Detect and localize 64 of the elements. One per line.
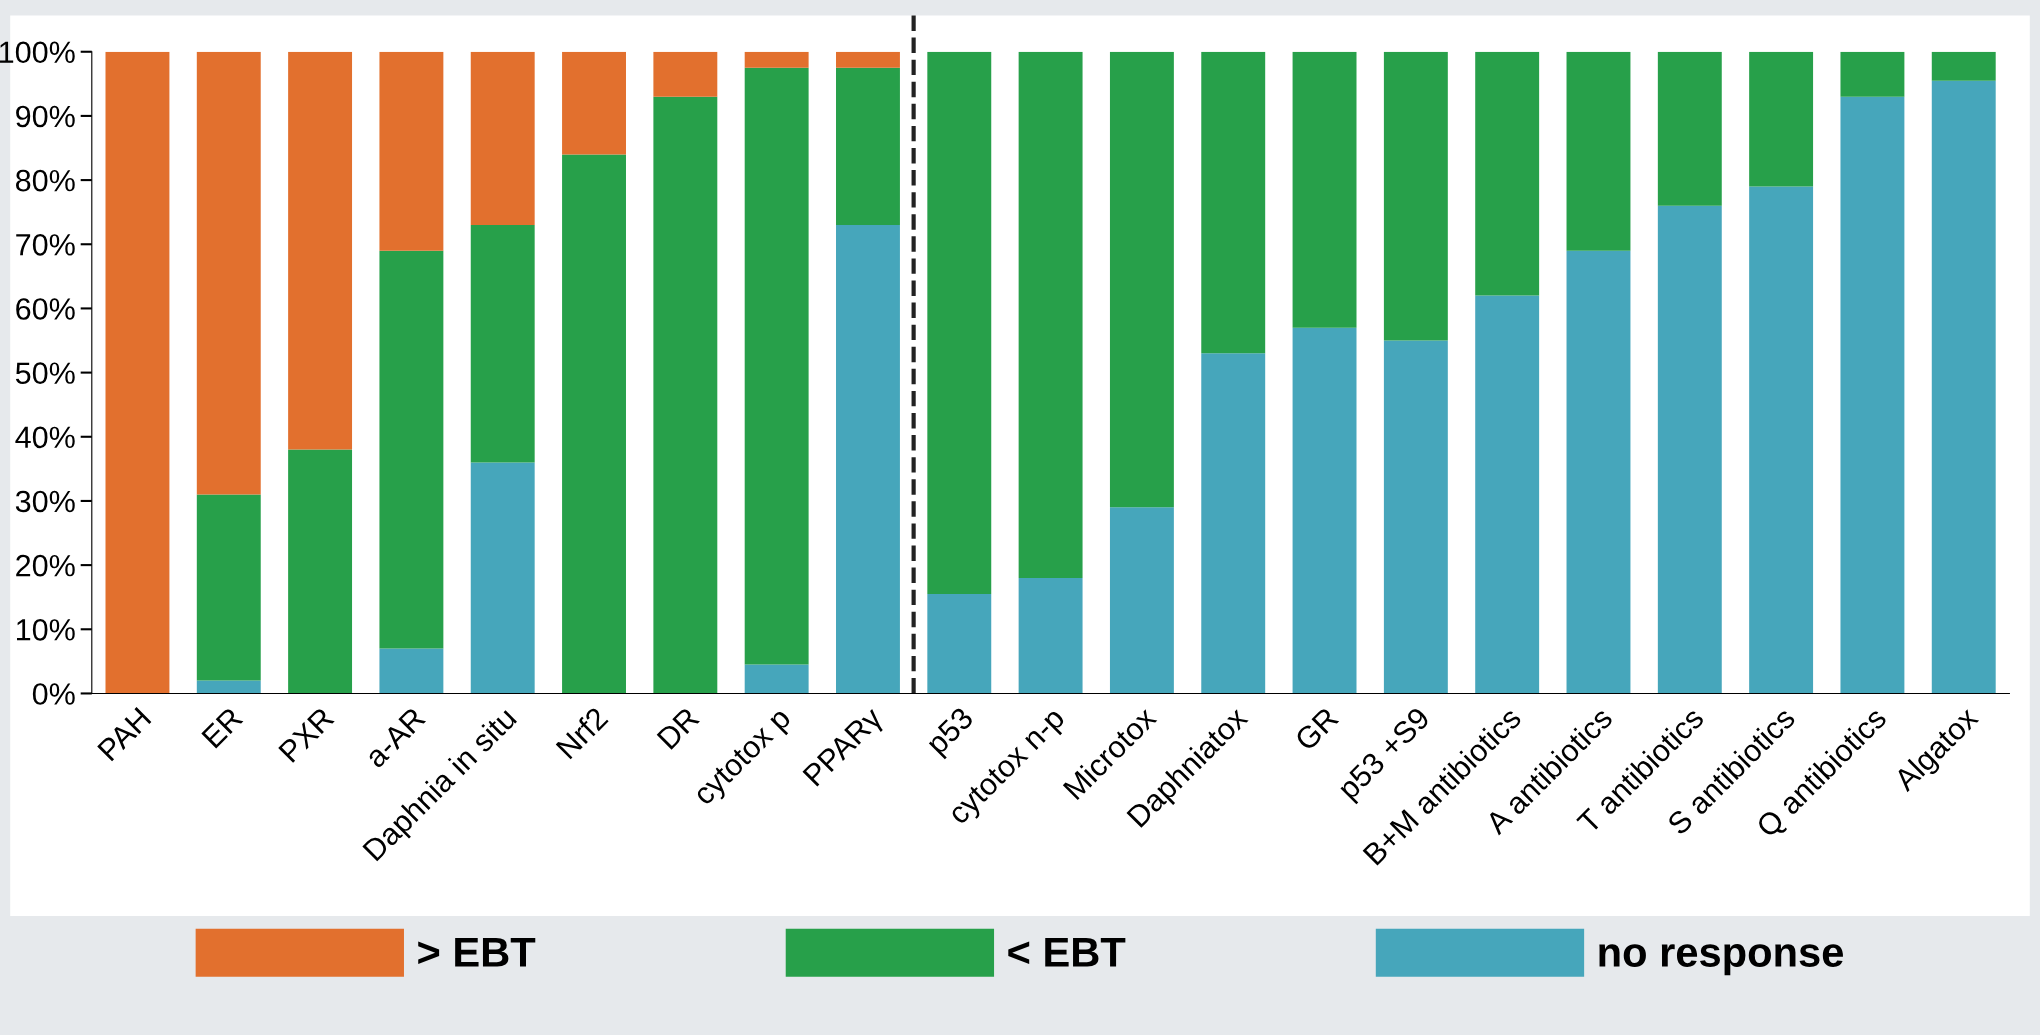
bar: [470, 51, 535, 226]
bar: [1383, 340, 1448, 694]
bar: [836, 67, 900, 226]
bar: [1383, 51, 1448, 341]
y-tick-label: 100%: [0, 41, 75, 64]
bar: [1657, 205, 1722, 694]
bar: [1292, 327, 1357, 694]
bar: [927, 51, 992, 594]
bar: [562, 51, 626, 155]
bar: [379, 51, 444, 251]
bar: [288, 449, 353, 694]
bar: [379, 648, 444, 694]
legend-label: < EBT: [1008, 937, 1126, 967]
bar: [1201, 51, 1266, 354]
bar: [196, 51, 261, 495]
bar: [470, 462, 535, 694]
bar: [1201, 353, 1266, 694]
bar: [1931, 80, 1996, 694]
y-tick-label: 50%: [15, 362, 75, 384]
y-tick-label: 40%: [15, 426, 75, 449]
bar: [288, 51, 353, 450]
y-tick-label: 80%: [16, 169, 75, 192]
bar: [1840, 96, 1905, 694]
y-tick-label: 30%: [15, 490, 75, 513]
bar: [836, 51, 900, 68]
bar: [1109, 51, 1174, 508]
y-tick-label: 0%: [32, 683, 75, 705]
legend-label: no response: [1599, 944, 1843, 976]
bar: [562, 154, 626, 694]
x-tick-label: Nrf2: [555, 705, 609, 760]
bar: [1566, 250, 1631, 694]
bar: [1931, 51, 1996, 81]
bar: [927, 593, 992, 694]
bar: [1475, 51, 1540, 296]
bar: [1109, 507, 1174, 694]
bar: [1840, 51, 1905, 97]
bar: [1018, 577, 1083, 694]
bar: [1566, 51, 1631, 251]
x-tick-label: DR: [656, 706, 700, 750]
bar: [1749, 51, 1814, 187]
bar: [836, 225, 900, 694]
bar: [105, 51, 170, 694]
y-tick-label: 70%: [16, 234, 75, 256]
y-tick-label: 10%: [17, 619, 75, 641]
bar: [196, 680, 261, 694]
bar: [1657, 51, 1722, 206]
y-tick-label: 90%: [16, 105, 75, 128]
bar: [744, 51, 809, 68]
x-tick-label: GR: [1293, 706, 1340, 752]
y-tick-label: 60%: [16, 298, 75, 320]
bar: [1749, 186, 1814, 694]
bar: [744, 664, 809, 694]
y-tick-label: 20%: [16, 554, 75, 577]
bar: [744, 67, 809, 665]
legend-label: > EBT: [418, 937, 536, 967]
bar: [1018, 51, 1083, 578]
bar: [653, 96, 718, 694]
bar: [470, 225, 535, 463]
x-tick-label: ER: [201, 706, 244, 749]
bar: [1292, 51, 1357, 328]
bar: [379, 250, 444, 649]
bar: [653, 51, 718, 97]
bar: [1475, 295, 1540, 694]
bar: [196, 494, 261, 681]
